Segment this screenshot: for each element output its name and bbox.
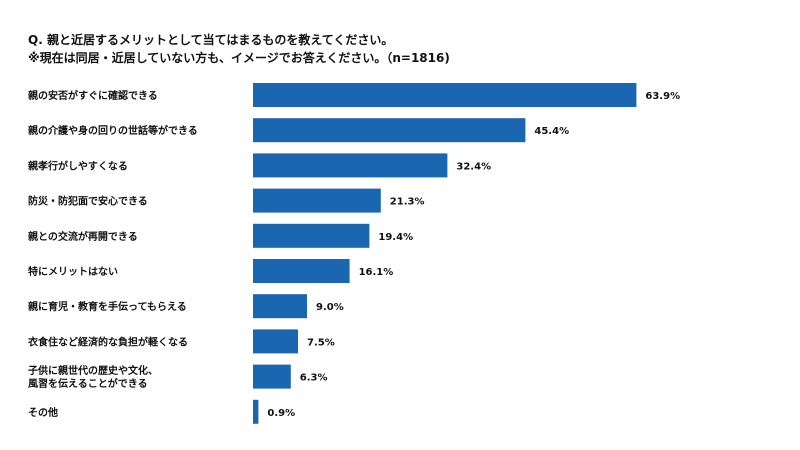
bar <box>253 399 259 424</box>
category-label: 防災・防犯面で安心できる <box>28 195 148 208</box>
bar <box>253 83 637 107</box>
category-label: 親の介護や身の回りの世話等ができる <box>28 124 198 137</box>
data-label: 45.4% <box>534 126 569 137</box>
bar <box>253 364 291 389</box>
bar <box>253 188 381 213</box>
category-label: 特にメリットはない <box>28 265 118 278</box>
bar <box>253 329 298 354</box>
data-label: 19.4% <box>378 232 413 243</box>
data-label: 16.1% <box>359 267 394 278</box>
category-label: 親に育児・教育を手伝ってもらえる <box>28 300 187 313</box>
data-label: 32.4% <box>456 161 491 172</box>
category-label: 親の安否がすぐに確認できる <box>28 89 158 102</box>
data-label: 21.3% <box>390 197 425 208</box>
data-label: 9.0% <box>316 302 344 313</box>
data-label: 6.3% <box>300 373 328 384</box>
category-label: 子供に親世代の歴史や文化、風習を伝えることができる <box>28 364 158 390</box>
chart-title: Q. 親と近居するメリットとして当てはまるものを教えてください。 <box>28 32 393 47</box>
data-label: 7.5% <box>307 337 335 348</box>
category-label: 親との交流が再開できる <box>28 230 138 243</box>
chart-subtitle: ※現在は同居・近居していない方も、イメージでお答えください。（n=1816) <box>28 50 450 65</box>
bar <box>253 223 370 248</box>
data-label: 63.9% <box>645 91 680 102</box>
bar <box>253 153 448 178</box>
category-label: 親孝行がしやすくなる <box>28 159 128 172</box>
category-label: その他 <box>28 406 58 419</box>
bars-group: 親の安否がすぐに確認できる 63.9% 親の介護や身の回りの世話等ができる 45.4%… <box>28 83 680 424</box>
bar <box>253 118 526 143</box>
category-label: 衣食住など経済的な負担が軽くなる <box>28 335 188 348</box>
bar <box>253 294 307 319</box>
data-label: 0.9% <box>267 408 295 419</box>
bar <box>253 259 350 283</box>
